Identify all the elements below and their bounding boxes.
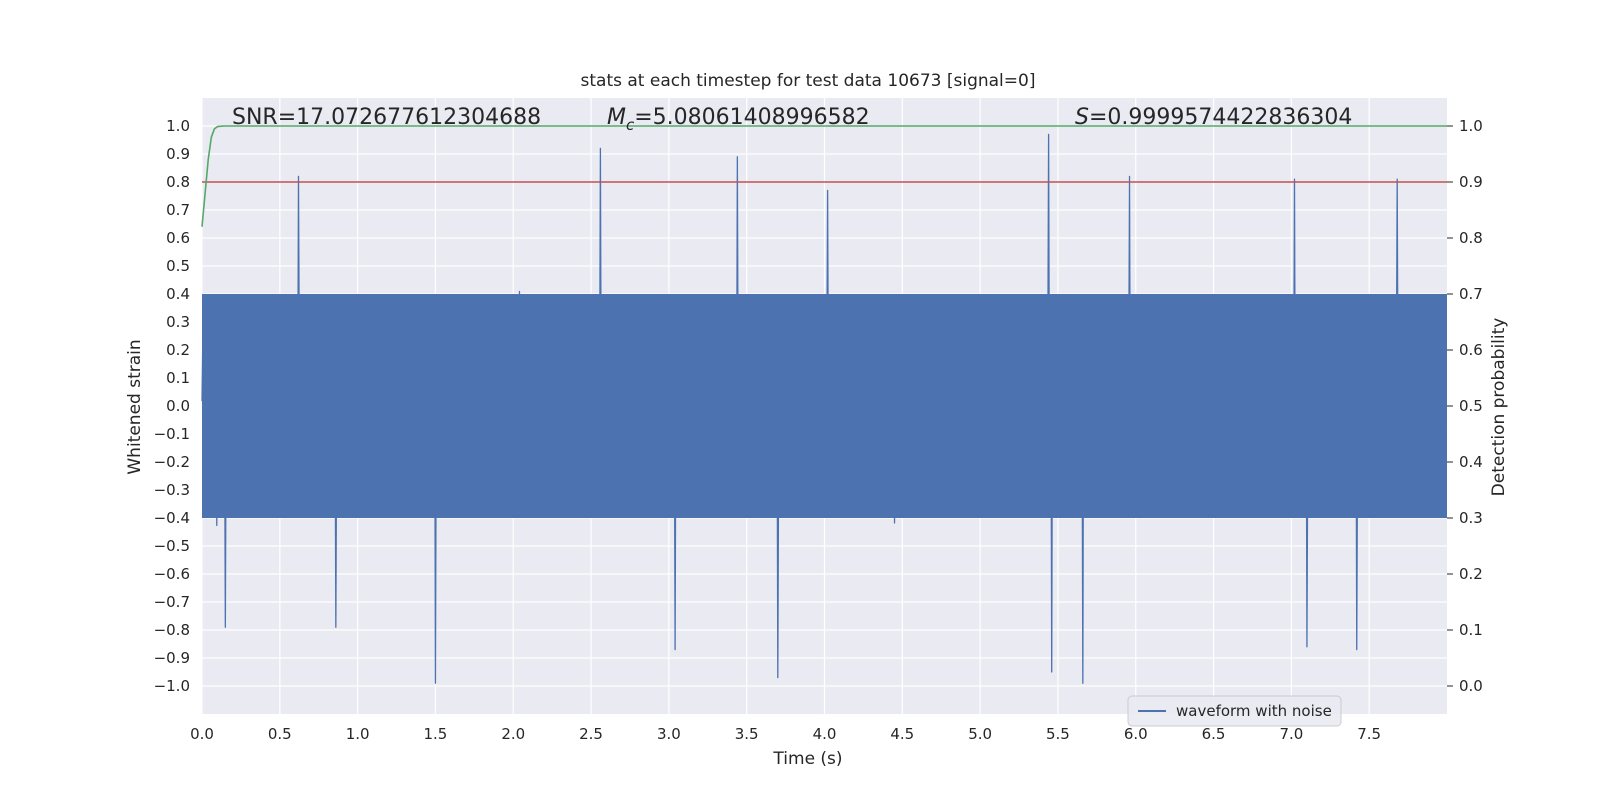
y-right-axis-label: Detection probability (1489, 318, 1509, 497)
s-value: =0.9999574422836304 (1089, 105, 1352, 130)
x-axis-label: Time (s) (772, 749, 842, 769)
y-left-tick-label: −0.2 (154, 453, 190, 471)
y-left-tick-label: 1.0 (166, 117, 190, 135)
x-tick-label: 1.5 (424, 725, 448, 743)
x-tick-label: 6.0 (1124, 725, 1148, 743)
y-right-axis-ticks: 1.0 0.9 0.8 0.7 0.6 0.5 0.4 0.3 0.2 0.1 0.0 (1447, 117, 1483, 695)
waveform-line (201, 133, 1447, 684)
y-right-tick-label: 0.0 (1459, 677, 1483, 695)
chart-title: stats at each timestep for test data 106… (581, 71, 1036, 91)
y-right-tick-label: 0.6 (1459, 341, 1483, 359)
y-left-tick-label: 0.0 (166, 397, 190, 415)
y-left-tick-label: 0.3 (166, 313, 190, 331)
y-left-tick-label: 0.6 (166, 229, 190, 247)
y-left-tick-label: −0.1 (154, 425, 190, 443)
y-right-tick-label: 0.1 (1459, 621, 1483, 639)
s-symbol: S (1075, 105, 1089, 130)
y-left-tick-label: 0.9 (166, 145, 190, 163)
y-right-tick-label: 0.3 (1459, 509, 1483, 527)
snr-annotation: SNR=17.072677612304688 (232, 105, 541, 130)
s-annotation: S=0.9999574422836304 (1075, 105, 1352, 130)
y-left-tick-label: −0.8 (154, 621, 190, 639)
chirp-mass-annotation: Mc=5.08061408996582 (607, 105, 870, 134)
y-left-tick-label: −0.9 (154, 649, 190, 667)
legend: waveform with noise (1127, 695, 1342, 727)
waveform-series (201, 133, 1447, 684)
y-left-tick-label: 0.1 (166, 369, 190, 387)
x-tick-label: 3.0 (657, 725, 681, 743)
chirp-mass-value: =5.08061408996582 (634, 105, 869, 130)
legend-box (1127, 695, 1342, 727)
y-right-tick-label: 0.2 (1459, 565, 1483, 583)
x-tick-label: 0.0 (190, 725, 214, 743)
y-left-tick-label: −0.5 (154, 537, 190, 555)
x-tick-label: 3.5 (735, 725, 759, 743)
y-left-tick-label: −0.7 (154, 593, 190, 611)
y-left-axis-label: Whitened strain (125, 339, 145, 474)
legend-entry: waveform with noise (1176, 702, 1332, 720)
detection-probability-line (201, 125, 1447, 227)
chirp-mass-subscript: c (626, 116, 635, 134)
x-tick-label: 7.0 (1279, 725, 1303, 743)
probability-series (201, 125, 1447, 227)
y-left-tick-label: −0.4 (154, 509, 190, 527)
y-left-tick-label: −0.6 (154, 565, 190, 583)
x-tick-label: 5.0 (968, 725, 992, 743)
x-tick-label: 0.5 (268, 725, 292, 743)
y-right-tick-label: 0.5 (1459, 397, 1483, 415)
x-tick-label: 2.0 (501, 725, 525, 743)
x-axis-ticks: 0.0 0.5 1.0 1.5 2.0 2.5 3.0 3.5 4.0 4.5 5.0 5.5 6.0 6… (190, 725, 1381, 743)
y-left-tick-label: 0.8 (166, 173, 190, 191)
y-left-tick-label: 0.7 (166, 201, 190, 219)
x-tick-label: 1.0 (346, 725, 370, 743)
y-left-axis-ticks: 1.0 0.9 0.8 0.7 0.6 0.5 0.4 0.3 0.2 0.1 0.0 −0.1 −0.… (154, 117, 190, 695)
y-right-tick-label: 0.4 (1459, 453, 1483, 471)
y-right-tick-label: 0.8 (1459, 229, 1483, 247)
y-left-tick-label: 0.4 (166, 285, 190, 303)
x-tick-label: 5.5 (1046, 725, 1070, 743)
y-left-tick-label: 0.2 (166, 341, 190, 359)
y-right-tick-label: 0.7 (1459, 285, 1483, 303)
y-left-tick-label: 0.5 (166, 257, 190, 275)
y-left-tick-label: −1.0 (154, 677, 190, 695)
x-tick-label: 4.5 (890, 725, 914, 743)
x-tick-label: 4.0 (813, 725, 837, 743)
y-right-tick-label: 0.9 (1459, 173, 1483, 191)
x-tick-label: 7.5 (1357, 725, 1381, 743)
y-right-tick-label: 1.0 (1459, 117, 1483, 135)
chirp-mass-symbol: M (607, 105, 626, 130)
y-left-tick-label: −0.3 (154, 481, 190, 499)
x-tick-label: 6.5 (1202, 725, 1226, 743)
x-tick-label: 2.5 (579, 725, 603, 743)
